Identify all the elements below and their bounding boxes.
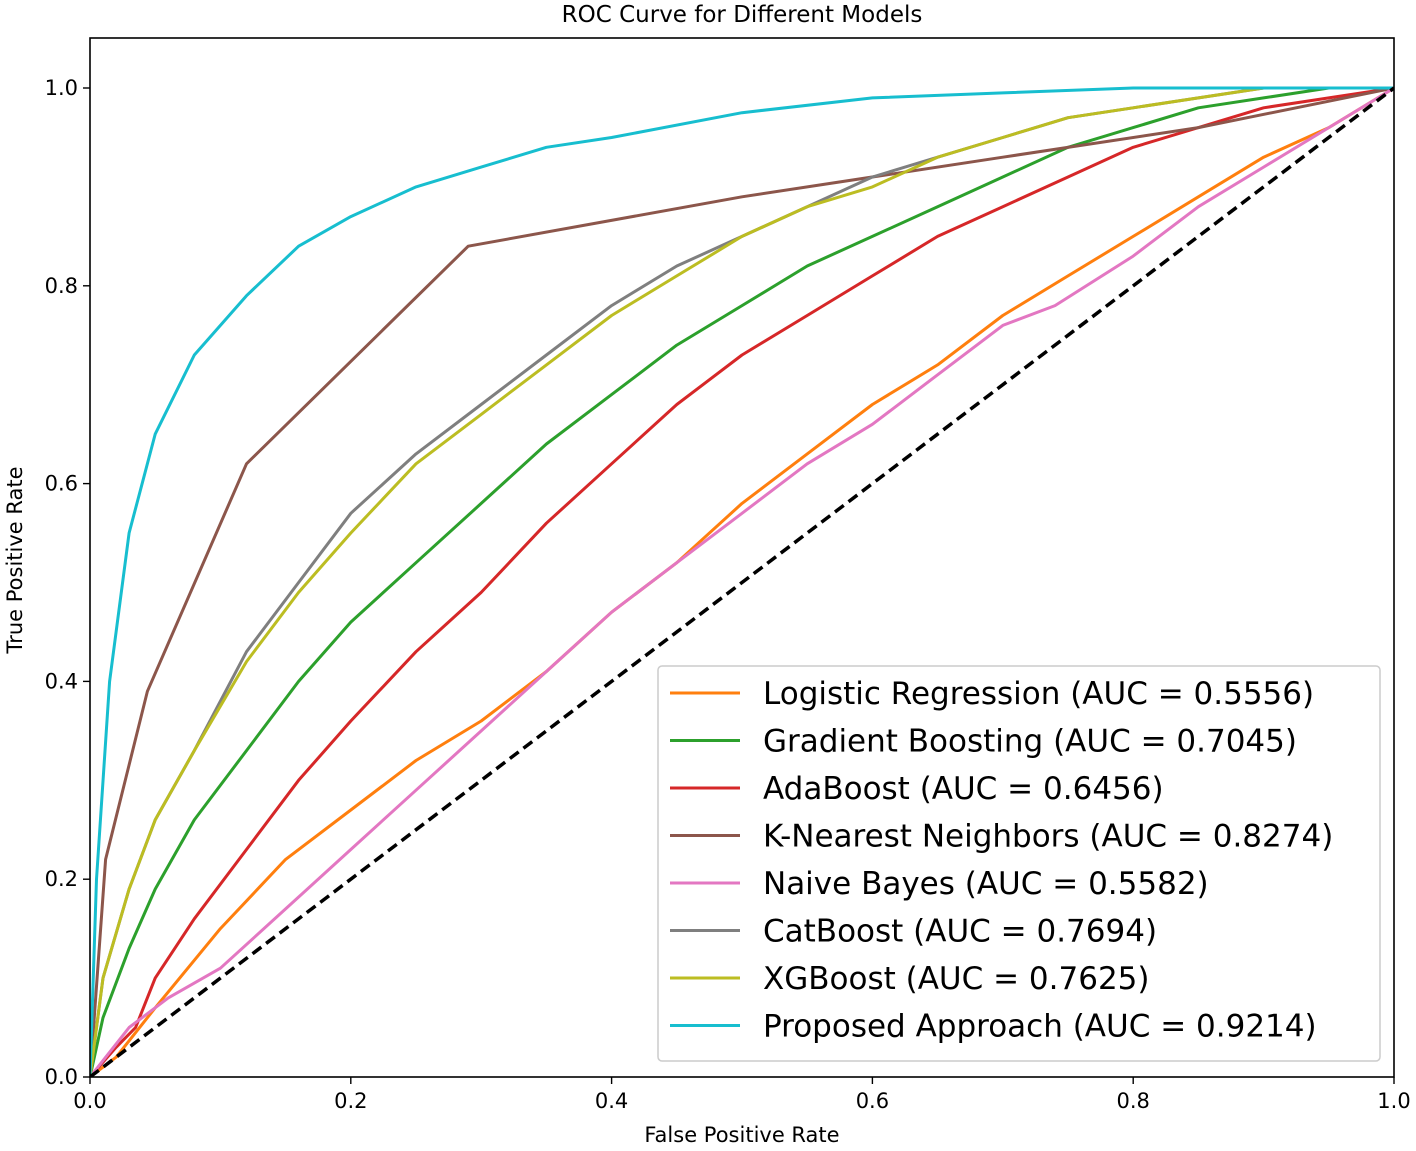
axes-frame [89, 37, 1395, 1078]
plot-area [90, 86, 1394, 1077]
legend-label-7: XGBoost (AUC = 0.7625) [763, 961, 1150, 997]
legend: Logistic Regression (AUC = 0.5556) Gradie… [657, 665, 1381, 1062]
series-line-5 [90, 86, 1394, 1077]
x-tick-label-3: 0.6 [856, 1089, 889, 1113]
legend-label-4: K-Nearest Neighbors (AUC = 0.8274) [763, 819, 1333, 855]
y-axis-label: True Positive Rate [3, 466, 27, 654]
series-line-4 [90, 86, 1394, 1077]
x-tick-label-2: 0.4 [595, 1089, 628, 1113]
y-tick-label-0: 0.0 [45, 1065, 78, 1089]
legend-label-6: CatBoost (AUC = 0.7694) [763, 914, 1157, 950]
x-tick-label-1: 0.2 [334, 1089, 367, 1113]
legend-label-3: AdaBoost (AUC = 0.6456) [763, 771, 1164, 807]
x-axis-label: False Positive Rate [644, 1123, 839, 1147]
series-line-3 [90, 86, 1394, 1077]
x-tick-label-0: 0.0 [73, 1089, 106, 1113]
legend-label-1: Logistic Regression (AUC = 0.5556) [763, 676, 1314, 712]
axes: 0.0 0.2 0.4 0.6 0.8 1.0 0.0 0.2 0.4 0.6 0.8 1.0 [45, 37, 1411, 1113]
y-tick-label-2: 0.4 [45, 669, 78, 693]
legend-label-2: Gradient Boosting (AUC = 0.7045) [763, 724, 1297, 760]
x-tick-label-4: 0.8 [1116, 1089, 1149, 1113]
legend-box [657, 665, 1381, 1062]
y-tick-label-1: 0.2 [45, 867, 78, 891]
x-tick-label-5: 1.0 [1377, 1089, 1410, 1113]
y-tick-label-5: 1.0 [45, 76, 78, 100]
legend-label-8: Proposed Approach (AUC = 0.9214) [763, 1009, 1317, 1045]
legend-label-5: Naive Bayes (AUC = 0.5582) [763, 866, 1209, 902]
y-tick-label-3: 0.6 [45, 472, 78, 496]
chart-title: ROC Curve for Different Models [562, 2, 923, 28]
y-tick-label-4: 0.8 [45, 274, 78, 298]
series-line-7 [90, 86, 1394, 1077]
series-line-2 [90, 86, 1394, 1077]
series-line-1 [90, 86, 1394, 1077]
series-line-8 [90, 86, 1394, 1077]
diagonal-reference-line [90, 86, 1394, 1077]
